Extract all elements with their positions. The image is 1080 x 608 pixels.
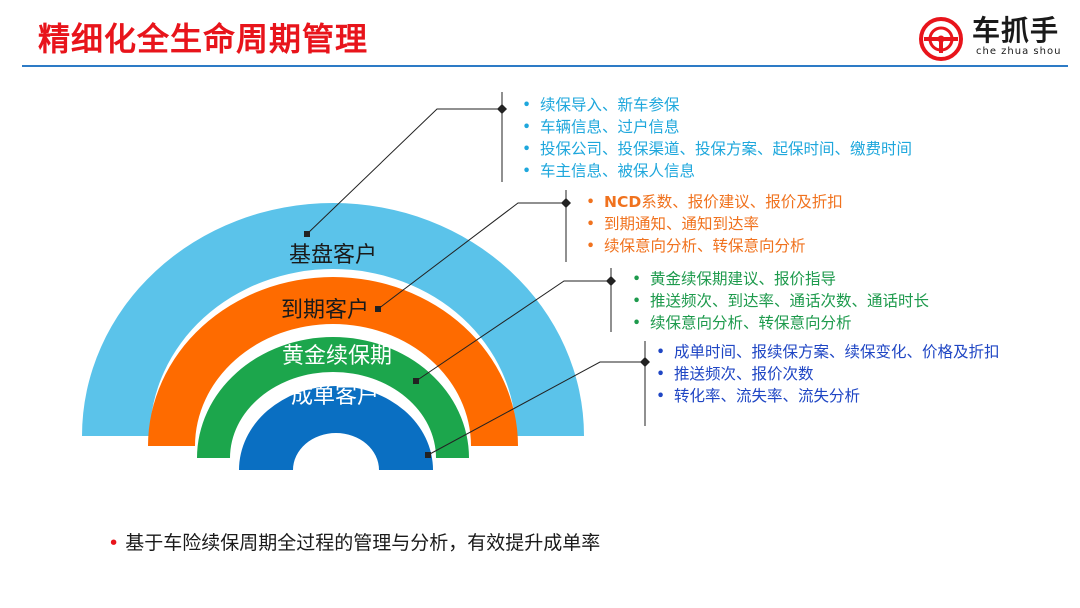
connector-end-closed — [640, 357, 650, 367]
connector-golden — [415, 280, 611, 382]
logo-wordmark: 车抓手 — [972, 14, 1060, 47]
list-item: 推送频次、报价次数 — [652, 363, 1000, 385]
ncd-prefix: NCD — [604, 193, 642, 211]
footer-note: • 基于车险续保周期全过程的管理与分析，有效提升成单率 — [108, 532, 601, 554]
connector-start-closed — [425, 452, 431, 458]
list-item: 成单时间、报续保方案、续保变化、价格及折扣 — [652, 341, 1000, 363]
list-item: 投保公司、投保渠道、投保方案、起保时间、缴费时间 — [518, 138, 912, 160]
connector-end-base — [497, 104, 507, 114]
list-item: 车主信息、被保人信息 — [518, 160, 912, 182]
page-title: 精细化全生命周期管理 — [38, 20, 369, 58]
ring-label-expiring: 到期客户 — [281, 298, 369, 323]
connector-start-expiring — [375, 306, 381, 312]
list-item: NCD系数、报价建议、报价及折扣 — [582, 191, 843, 213]
list-item: 转化率、流失率、流失分析 — [652, 385, 1000, 407]
list-item: 到期通知、通知到达率 — [582, 213, 843, 235]
brand-logo — [918, 16, 1068, 62]
ring-base-customers — [82, 203, 584, 436]
list-item: 黄金续保期建议、报价指导 — [628, 268, 929, 290]
steering-wheel-logo-icon — [919, 17, 963, 61]
connector-closed — [427, 361, 645, 456]
list-item: 续保导入、新车参保 — [518, 94, 912, 116]
list-item: 续保意向分析、转保意向分析 — [582, 235, 843, 257]
connector-start-base — [304, 231, 310, 237]
title-divider — [22, 65, 1068, 67]
ring-golden-renewal — [197, 337, 469, 458]
connector-expiring — [377, 202, 566, 310]
ring-closed-customers — [239, 386, 433, 470]
ring-label-golden: 黄金续保期 — [282, 344, 392, 369]
expiring-customer-details: NCD系数、报价建议、报价及折扣 到期通知、通知到达率 续保意向分析、转保意向分… — [582, 191, 843, 257]
base-customer-details: 续保导入、新车参保 车辆信息、过户信息 投保公司、投保渠道、投保方案、起保时间、… — [518, 94, 912, 182]
golden-renewal-details: 黄金续保期建议、报价指导 推送频次、到达率、通话次数、通话时长 续保意向分析、转… — [628, 268, 929, 334]
logo-subtext: che zhua shou — [976, 46, 1062, 57]
bullet-icon: • — [108, 532, 120, 554]
connector-end-golden — [606, 276, 616, 286]
connector-end-expiring — [561, 198, 571, 208]
ring-label-closed: 成单客户 — [291, 384, 379, 409]
list-item: 推送频次、到达率、通话次数、通话时长 — [628, 290, 929, 312]
connector-start-golden — [413, 378, 419, 384]
ring-expiring-customers — [148, 277, 518, 446]
closed-customer-details: 成单时间、报续保方案、续保变化、价格及折扣 推送频次、报价次数 转化率、流失率、… — [652, 341, 1000, 407]
list-item: 续保意向分析、转保意向分析 — [628, 312, 929, 334]
list-item: 车辆信息、过户信息 — [518, 116, 912, 138]
connector-base — [306, 108, 502, 235]
ring-label-base: 基盘客户 — [289, 243, 377, 268]
